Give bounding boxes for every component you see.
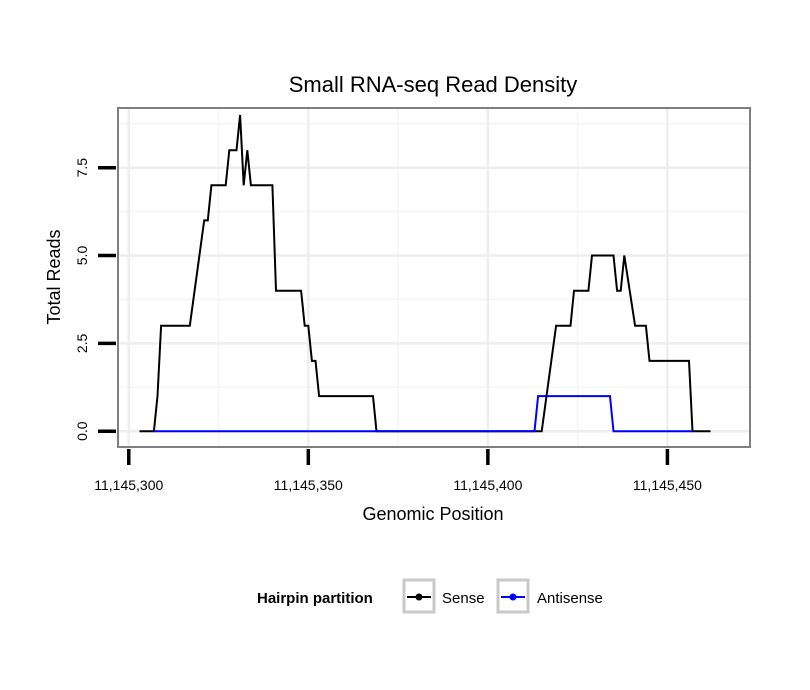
series-line-antisense [153,395,693,433]
legend-item-sense: Sense [402,578,485,614]
legend-label-antisense: Antisense [537,590,603,607]
x-axis-title: Genomic Position [362,504,503,524]
series-line-sense [139,114,711,433]
series-layer [139,114,711,433]
y-tick-label: 5.0 [74,246,90,266]
legend-label-sense: Sense [442,590,485,607]
x-tick-label: 11,145,350 [274,477,343,493]
plot-panel-border [117,107,751,448]
y-tick-label: 2.5 [74,333,90,353]
legend-title: Hairpin partition [257,590,373,607]
legend-marker-sense [415,593,423,601]
x-axis: 11,145,300 11,145,350 11,145,400 11,145,450 [94,449,702,493]
x-tick-label: 11,145,300 [94,477,163,493]
x-tick-label: 11,145,400 [453,477,522,493]
legend-marker-antisense [509,593,517,601]
y-axis-title: Total Reads [44,229,64,324]
legend: Hairpin partition Sense Antisense [257,578,603,614]
y-tick-label: 0.0 [74,421,90,441]
legend-item-antisense: Antisense [496,578,603,614]
x-tick-label: 11,145,450 [633,477,702,493]
gridlines [118,108,750,447]
y-axis: 0.0 2.5 5.0 7.5 [74,158,116,441]
y-tick-label: 7.5 [74,158,90,178]
chart-title: Small RNA-seq Read Density [289,72,578,97]
